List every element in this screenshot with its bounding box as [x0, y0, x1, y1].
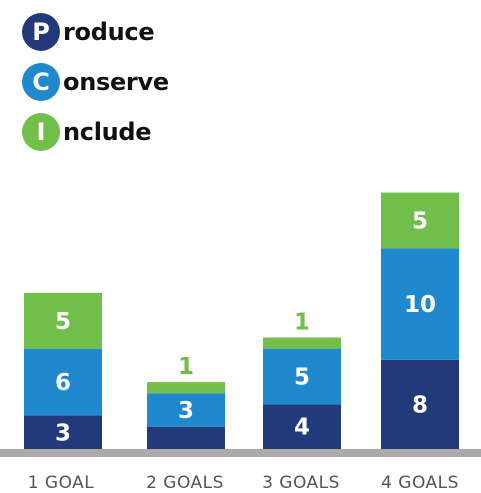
category-label-1: 1 GOAL — [28, 473, 95, 493]
data-label-conserve-1: 6 — [55, 370, 71, 396]
bar-segment-produce-3 — [263, 404, 341, 449]
category-label-3: 3 GOALS — [262, 473, 340, 493]
legend-label-produce: roduce — [63, 18, 155, 46]
bar-segment-produce-4 — [381, 359, 459, 449]
x-axis-line — [0, 449, 481, 457]
category-label-2: 2 GOALS — [146, 473, 224, 493]
bar-segment-conserve-3 — [263, 348, 341, 405]
bar-segment-include-4 — [381, 192, 459, 249]
legend-label-include: nclude — [63, 118, 152, 146]
bar-segment-conserve-2 — [147, 393, 225, 427]
data-label-produce-4: 8 — [412, 392, 428, 418]
data-label-conserve-4: 10 — [404, 292, 436, 318]
data-label-produce-1: 3 — [55, 420, 71, 446]
bar-segment-produce-1 — [24, 415, 102, 449]
legend-circle-produce: P — [22, 13, 60, 51]
data-label-produce-3: 4 — [294, 415, 310, 441]
data-label-include-2: 1 — [178, 354, 194, 380]
bar-segment-conserve-1 — [24, 348, 102, 416]
legend-item-conserve: C onserve — [22, 63, 169, 101]
legend-label-conserve: onserve — [63, 68, 169, 96]
legend-circle-include: I — [22, 113, 60, 151]
data-label-include-3: 1 — [294, 310, 310, 336]
bar-segment-include-2 — [147, 382, 225, 394]
legend-circle-conserve: C — [22, 63, 60, 101]
bar-segment-conserve-4 — [381, 248, 459, 360]
bar-segment-include-1 — [24, 292, 102, 349]
category-label-4: 4 GOALS — [381, 473, 459, 493]
data-label-conserve-2: 3 — [178, 398, 194, 424]
data-label-conserve-3: 5 — [294, 365, 310, 391]
data-label-include-4: 5 — [412, 208, 428, 234]
legend: P roduce C onserve I nclude — [22, 13, 169, 163]
bar-segment-produce-2 — [147, 426, 225, 449]
legend-item-include: I nclude — [22, 113, 169, 151]
data-label-include-1: 5 — [55, 309, 71, 335]
bar-segment-include-3 — [263, 337, 341, 349]
legend-item-produce: P roduce — [22, 13, 169, 51]
